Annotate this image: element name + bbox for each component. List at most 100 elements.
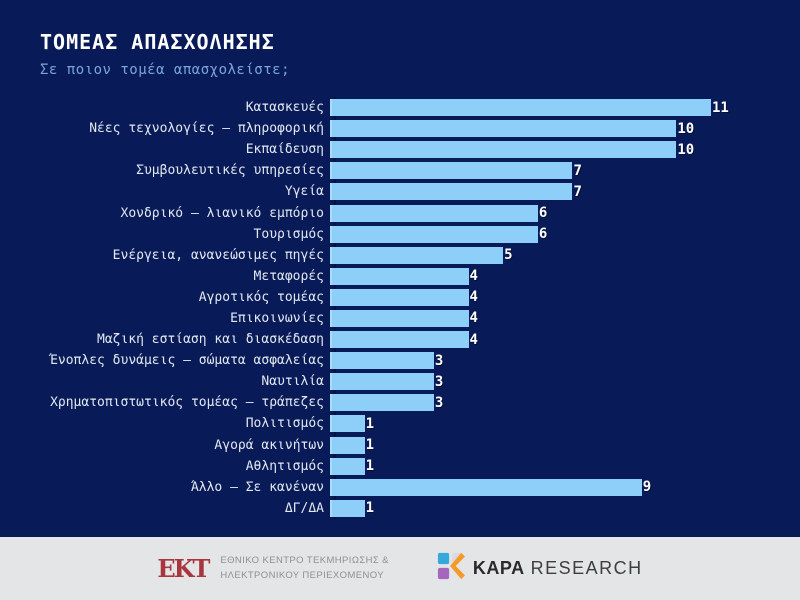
bar-track: 6 <box>330 224 770 245</box>
bar-track: 10 <box>330 139 770 160</box>
bar-track: 4 <box>330 329 770 350</box>
kapa-brand-bold: KAPA <box>472 558 525 578</box>
chart-row: ΔΓ/ΔΑ 1 <box>30 498 770 519</box>
bar-track: 3 <box>330 371 770 392</box>
bar <box>330 499 365 517</box>
chart-row: Μαζική εστίαση και διασκέδαση 4 <box>30 329 770 350</box>
page-title: ΤΟΜΕΑΣ ΑΠΑΣΧΟΛΗΣΗΣ <box>40 30 275 54</box>
chart-row: Νέες τεχνολογίες – πληροφορική 10 <box>30 118 770 139</box>
bar-track: 1 <box>330 456 770 477</box>
chart-row: Ένοπλες δυνάμεις – σώματα ασφαλείας 3 <box>30 350 770 371</box>
page-subtitle: Σε ποιον τομέα απασχολείστε; <box>40 62 291 78</box>
bar <box>330 373 434 391</box>
chart-row: Υγεία 7 <box>30 181 770 202</box>
bar-track: 6 <box>330 202 770 223</box>
kapa-brand-regular: RESEARCH <box>530 558 643 578</box>
bar <box>330 225 538 243</box>
category-label: Μαζική εστίαση και διασκέδαση <box>97 332 324 348</box>
category-label: Εκπαίδευση <box>245 142 324 158</box>
chart-row: Ενέργεια, ανανεώσιμες πηγές 5 <box>30 245 770 266</box>
category-label: Υγεία <box>284 184 324 200</box>
chart-row: Εκπαίδευση 10 <box>30 139 770 160</box>
ekt-logo-line2: ΗΛΕΚΤΡΟΝΙΚΟΥ ΠΕΡΙΕΧΟΜΕΝΟΥ <box>220 569 384 581</box>
category-label: Αγροτικός τομέας <box>198 289 324 305</box>
category-label: Μεταφορές <box>253 268 324 284</box>
value-label: 11 <box>712 99 729 116</box>
category-label: Τουρισμός <box>253 226 324 242</box>
bar-track: 7 <box>330 160 770 181</box>
bar-track: 3 <box>330 350 770 371</box>
bar <box>330 352 434 370</box>
bar <box>330 288 469 306</box>
bar <box>330 415 365 433</box>
value-label: 1 <box>365 415 375 432</box>
ekt-logo-icon: EKT <box>157 553 210 583</box>
chart-row: Πολιτισμός 1 <box>30 413 770 434</box>
bar <box>330 394 434 412</box>
bar-track: 10 <box>330 118 770 139</box>
value-label: 7 <box>573 162 582 179</box>
bar <box>330 457 365 475</box>
bar <box>330 204 538 222</box>
category-label: Πολιτισμός <box>245 416 324 432</box>
ekt-logo-text: ΕΘΝΙΚΟ ΚΕΝΤΡΟ ΤΕΚΜΗΡΙΩΣΗΣ & ΗΛΕΚΤΡΟΝΙΚΟΥ… <box>220 554 389 583</box>
value-label: 3 <box>434 394 444 411</box>
category-label: Αγορά ακινήτων <box>214 437 324 453</box>
bar <box>330 478 642 496</box>
value-label: 3 <box>434 373 444 390</box>
chart-row: Ναυτιλία 3 <box>30 371 770 392</box>
ekt-logo-line1: ΕΘΝΙΚΟ ΚΕΝΤΡΟ ΤΕΚΜΗΡΙΩΣΗΣ & <box>220 555 389 567</box>
bar-track: 4 <box>330 266 770 287</box>
value-label: 4 <box>469 331 478 348</box>
value-label: 4 <box>469 289 478 306</box>
bar-rows: Κατασκευές 11 Νέες τεχνολογίες – πληροφορι… <box>30 97 770 519</box>
category-label: Άλλο – Σε κανέναν <box>190 479 324 495</box>
kapa-k-mark-icon <box>437 552 465 585</box>
category-label: Ενέργεια, ανανεώσιμες πηγές <box>112 247 324 263</box>
bar <box>330 99 711 117</box>
category-label: Συμβουλευτικές υπηρεσίες <box>136 163 324 179</box>
value-label: 6 <box>538 205 548 222</box>
bar-track: 3 <box>330 392 770 413</box>
bar-track: 5 <box>330 245 770 266</box>
value-label: 6 <box>538 226 548 243</box>
chart-row: Μεταφορές 4 <box>30 266 770 287</box>
value-label: 10 <box>677 120 695 137</box>
category-label: Κατασκευές <box>245 100 324 116</box>
chart-row: Κατασκευές 11 <box>30 97 770 118</box>
chart-row: Επικοινωνίες 4 <box>30 308 770 329</box>
y-axis-line <box>334 97 336 519</box>
chart-row: Χονδρικό – λιανικό εμπόριο 6 <box>30 202 770 223</box>
category-label: Ένοπλες δυνάμεις – σώματα ασφαλείας <box>50 353 324 369</box>
kapa-research-logo: KAPA RESEARCH <box>437 552 643 585</box>
bar <box>330 246 504 264</box>
bar-track: 9 <box>330 477 770 498</box>
bar-track: 7 <box>330 181 770 202</box>
bar-track: 4 <box>330 308 770 329</box>
chart-row: Αγροτικός τομέας 4 <box>30 287 770 308</box>
category-label: Επικοινωνίες <box>230 310 324 326</box>
bar <box>330 267 469 285</box>
chart-row: Αγορά ακινήτων 1 <box>30 435 770 456</box>
bar <box>330 141 677 159</box>
bar-chart: Κατασκευές 11 Νέες τεχνολογίες – πληροφορι… <box>30 97 770 521</box>
value-label: 7 <box>573 183 582 200</box>
category-label: Χρηματοπιστωτικός τομέας – τράπεζες <box>50 395 324 411</box>
bar-track: 1 <box>330 435 770 456</box>
kapa-wordmark: KAPA RESEARCH <box>473 558 643 579</box>
value-label: 4 <box>469 310 478 327</box>
category-label: Αθλητισμός <box>245 458 324 474</box>
value-label: 1 <box>365 437 375 454</box>
footer-bar: EKT ΕΘΝΙΚΟ ΚΕΝΤΡΟ ΤΕΚΜΗΡΙΩΣΗΣ & ΗΛΕΚΤΡΟΝ… <box>0 537 800 600</box>
category-label: Ναυτιλία <box>261 374 324 390</box>
bar <box>330 162 573 180</box>
bar-track: 4 <box>330 287 770 308</box>
chart-row: Τουρισμός 6 <box>30 224 770 245</box>
chart-row: Χρηματοπιστωτικός τομέας – τράπεζες 3 <box>30 392 770 413</box>
bar <box>330 183 573 201</box>
value-label: 4 <box>469 268 478 285</box>
bar <box>330 120 677 138</box>
bar <box>330 436 365 454</box>
category-label: ΔΓ/ΔΑ <box>284 500 324 516</box>
